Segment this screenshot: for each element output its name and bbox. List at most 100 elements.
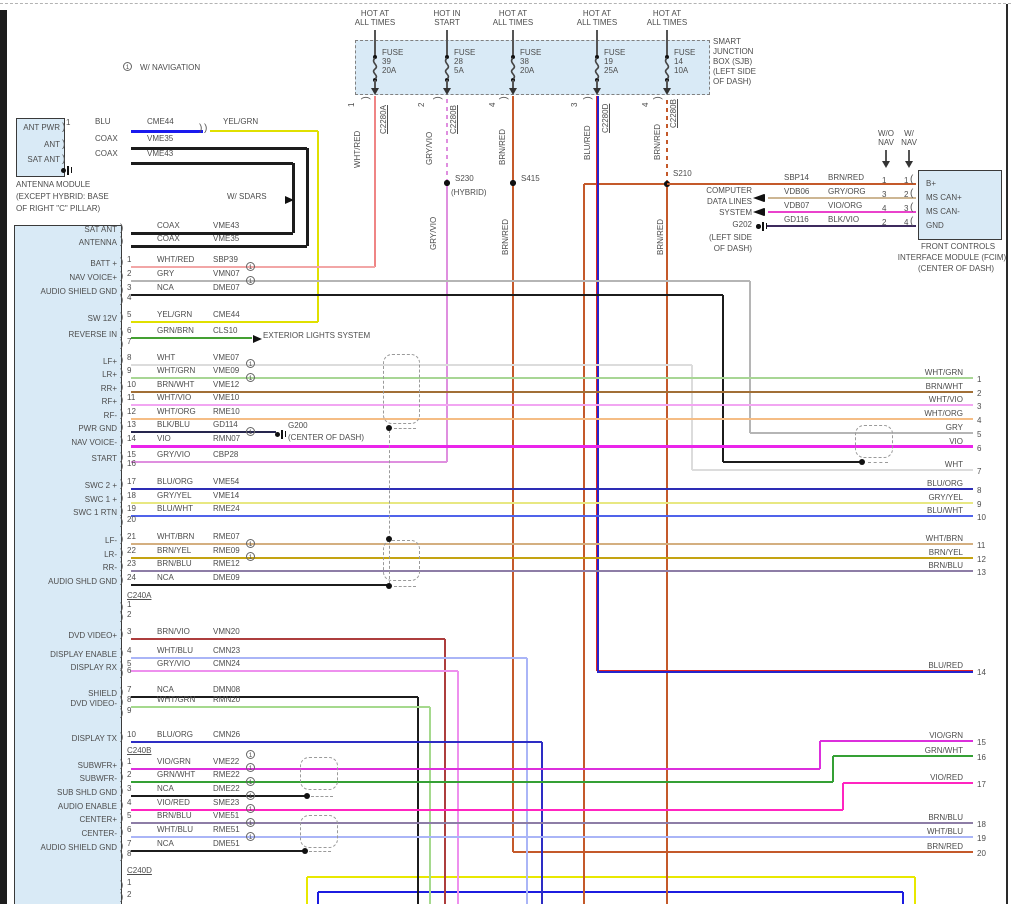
pin-label-rr-: RR-	[102, 563, 117, 572]
wire-color-label: NCA	[157, 784, 174, 793]
wire-color-label: GRN/WHT	[157, 770, 196, 779]
pin-hook: )	[120, 851, 124, 862]
wire-vio-grn-up	[819, 741, 821, 769]
pin-number: 15	[127, 450, 136, 459]
fuse-label: FUSE	[454, 48, 476, 57]
wire-ant-pwr-blu	[131, 129, 203, 133]
wire-color-label: WHT/GRN	[157, 695, 196, 704]
row-wire-CBP28	[131, 461, 447, 463]
wire-blue-box-right	[901, 892, 905, 904]
wire-yellow-box-right	[914, 877, 916, 904]
fuse-heat-label: HOT AT	[652, 9, 682, 18]
pin-hook: )	[120, 687, 124, 698]
pin-hook: )	[120, 257, 124, 268]
pin-hook: )	[120, 534, 124, 545]
fuse-exit-hook: )	[498, 96, 510, 100]
fuse-feed-stem	[596, 30, 598, 57]
wire-color-label: BLU/ORG	[157, 730, 194, 739]
wire-gry-vio-rx-drop	[457, 671, 459, 904]
row-wire-RME22	[131, 781, 833, 783]
pin-hook: )	[120, 271, 124, 282]
vertical-wire-label: BRN/RED	[501, 218, 510, 255]
wire-color-label: WHT/BLU	[157, 825, 193, 834]
fcim-pin-wnav: 2	[904, 190, 909, 199]
text-of-dash-: OF DASH)	[713, 244, 752, 253]
circuit-label: DME09	[213, 573, 240, 582]
circuit-label: CLS10	[213, 326, 238, 335]
pin-label-audio-shield-gnd: AUDIO SHIELD GND	[40, 843, 117, 852]
shield-drain-dash	[309, 851, 331, 852]
wire-brn-red-fuse38	[512, 96, 514, 852]
fcim-pin-wnav: 3	[904, 204, 909, 213]
shield-drain-dash	[394, 586, 416, 587]
fuse-amp: 20A	[382, 66, 397, 75]
shield-loop-icon	[855, 425, 893, 458]
pin-number: 14	[127, 434, 136, 443]
right-wire-label: BRN/RED	[926, 842, 963, 851]
text-smart: SMART	[713, 37, 741, 46]
text--center-of-dash-: (CENTER OF DASH)	[918, 264, 994, 273]
splice-sublabel: (HYBRID)	[451, 188, 487, 197]
pin-hook: )	[120, 548, 124, 559]
pin-number: 4	[127, 798, 132, 807]
pin-hook: )	[120, 339, 124, 350]
fuse-heat-label: HOT AT	[498, 9, 528, 18]
circuit-label: DME22	[213, 784, 240, 793]
pin-hook: )	[120, 813, 124, 824]
pin-hook: )	[120, 697, 124, 708]
antenna-pin-hook: )	[62, 154, 66, 165]
connector-label-C2280D: C2280D	[601, 103, 610, 133]
circuit-label: RMN20	[213, 695, 241, 704]
wire-vio-grn-right	[820, 740, 973, 742]
shield-dot	[302, 848, 308, 854]
row-wire-VME10	[131, 404, 973, 406]
pin-hook: )	[120, 312, 124, 323]
pin-label-audio-shld-gnd: AUDIO SHLD GND	[48, 577, 117, 586]
pin-hook: )	[120, 517, 124, 528]
fuse-amp: 5A	[454, 66, 464, 75]
wire-color-label: VIO/GRN	[157, 757, 191, 766]
circuit-label: VMN07	[213, 269, 240, 278]
fcim-pin-name: MS CAN+	[926, 193, 962, 202]
pin-number: 12	[127, 407, 136, 416]
circuit-label: CME44	[213, 310, 240, 319]
fuse-squiggle-icon	[372, 57, 378, 80]
wire-wht-right	[692, 469, 973, 471]
note-1-circle: 1	[246, 750, 255, 759]
pin-number: 9	[127, 706, 132, 715]
shield-drain-dash	[389, 430, 390, 584]
ground-dot	[274, 431, 280, 437]
right-wire-label: BRN/YEL	[928, 548, 963, 557]
note-1-circle: 1	[246, 763, 255, 772]
pin-number: 5	[127, 811, 132, 820]
wire-coax-vme35-drop	[305, 148, 309, 246]
pin-hook: )	[120, 355, 124, 366]
pin-number: 4	[127, 293, 132, 302]
text--left-side: (LEFT SIDE	[713, 67, 756, 76]
wire-nca-shield-right	[723, 460, 862, 464]
pin-number: 1	[127, 757, 132, 766]
fcim-wire-color: VIO/ORG	[828, 201, 863, 210]
arrow-l	[754, 208, 765, 216]
fuse-lower-stem	[374, 80, 376, 88]
pin-hook: )	[120, 629, 124, 640]
note-1-circle: 1	[246, 804, 255, 813]
splice-dot	[510, 180, 516, 186]
note-1-circle: 1	[246, 262, 255, 271]
wire-color-label: YEL/GRN	[157, 310, 193, 319]
fuse-exit-hook: )	[432, 96, 444, 100]
note-1-circle: 1	[246, 552, 255, 561]
pin-hook: )	[120, 708, 124, 719]
pin-number: 6	[127, 666, 132, 675]
pin-label-reverse-in: REVERSE IN	[68, 330, 117, 339]
circuit-label: RME07	[213, 532, 240, 541]
connector-label-C240A: C240A	[127, 591, 152, 600]
ground-bar	[70, 167, 72, 173]
pin-number: 3	[127, 283, 132, 292]
pin-number: 20	[127, 515, 136, 524]
text-nav: NAV	[878, 138, 894, 147]
right-pin-number: 2	[977, 389, 982, 398]
wire-color-label: GRN/BRN	[157, 326, 194, 335]
row-wire-DME07	[131, 293, 723, 297]
